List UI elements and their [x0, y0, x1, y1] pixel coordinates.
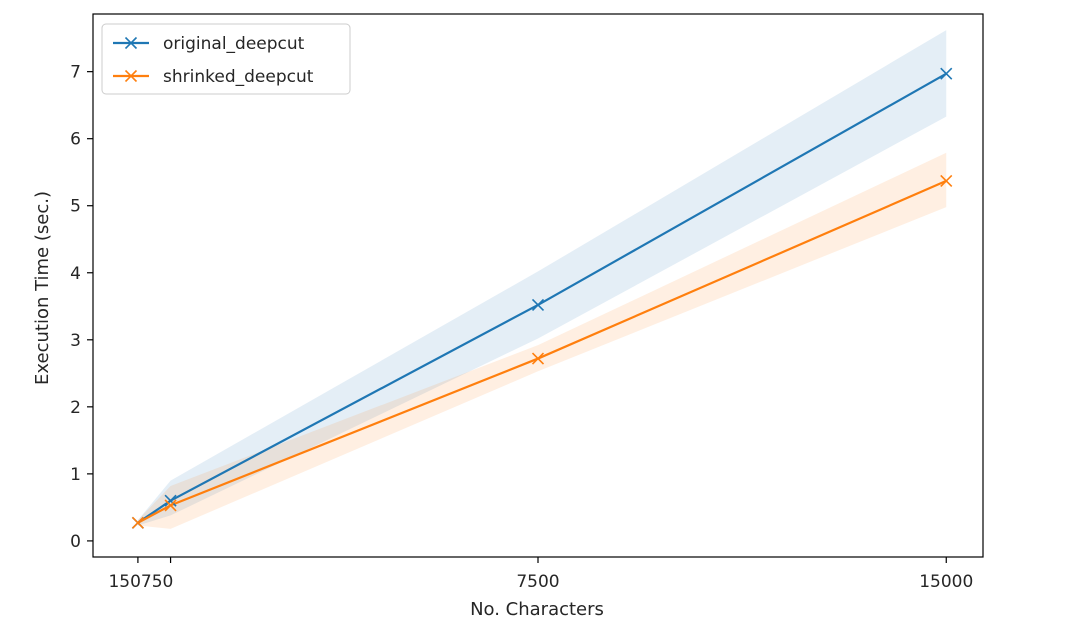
data-point-shrinked_deepcut[interactable] — [940, 174, 953, 187]
x-tick-label: 7500 — [516, 572, 559, 592]
y-tick-label: 6 — [70, 130, 81, 150]
legend-item-original_deepcut[interactable]: original_deepcut — [113, 34, 305, 54]
series-markers — [131, 67, 953, 529]
y-tick-label: 7 — [70, 63, 81, 83]
x-axis-ticks: 150750 7500 15000 — [108, 557, 973, 592]
data-point-shrinked_deepcut[interactable] — [131, 516, 144, 529]
confidence-band-shrinked_deepcut — [137, 152, 947, 529]
legend-item-shrinked_deepcut[interactable]: shrinked_deepcut — [113, 67, 314, 87]
series-lines — [137, 72, 947, 524]
legend-box — [101, 23, 351, 95]
data-point-shrinked_deepcut[interactable] — [164, 499, 177, 512]
y-tick-label: 3 — [70, 331, 81, 351]
series-line-shrinked_deepcut — [137, 179, 947, 524]
y-axis-label: Execution Time (sec.) — [32, 191, 53, 385]
confidence-band-original_deepcut — [137, 30, 947, 526]
series-line-original_deepcut — [137, 72, 947, 524]
data-point-original_deepcut[interactable] — [164, 494, 177, 507]
legend-label: shrinked_deepcut — [163, 67, 314, 87]
x-tick-label: 150750 — [108, 572, 173, 592]
x-tick-label: 15000 — [919, 572, 973, 592]
y-tick-label: 1 — [70, 465, 81, 485]
y-tick-label: 0 — [70, 532, 81, 552]
y-axis-ticks: 0 1 2 3 4 5 6 7 — [70, 63, 93, 552]
legend-label: original_deepcut — [163, 34, 305, 54]
x-axis-label: No. Characters — [470, 599, 604, 620]
confidence-bands — [137, 30, 947, 529]
y-tick-label: 5 — [70, 197, 81, 217]
legend[interactable]: original_deepcut shrinked_deepcut — [101, 23, 351, 95]
data-point-original_deepcut[interactable] — [531, 298, 545, 312]
data-point-original_deepcut[interactable] — [940, 67, 953, 80]
y-tick-label: 4 — [70, 264, 81, 284]
y-tick-label: 2 — [70, 398, 81, 418]
data-point-shrinked_deepcut[interactable] — [531, 352, 545, 365]
